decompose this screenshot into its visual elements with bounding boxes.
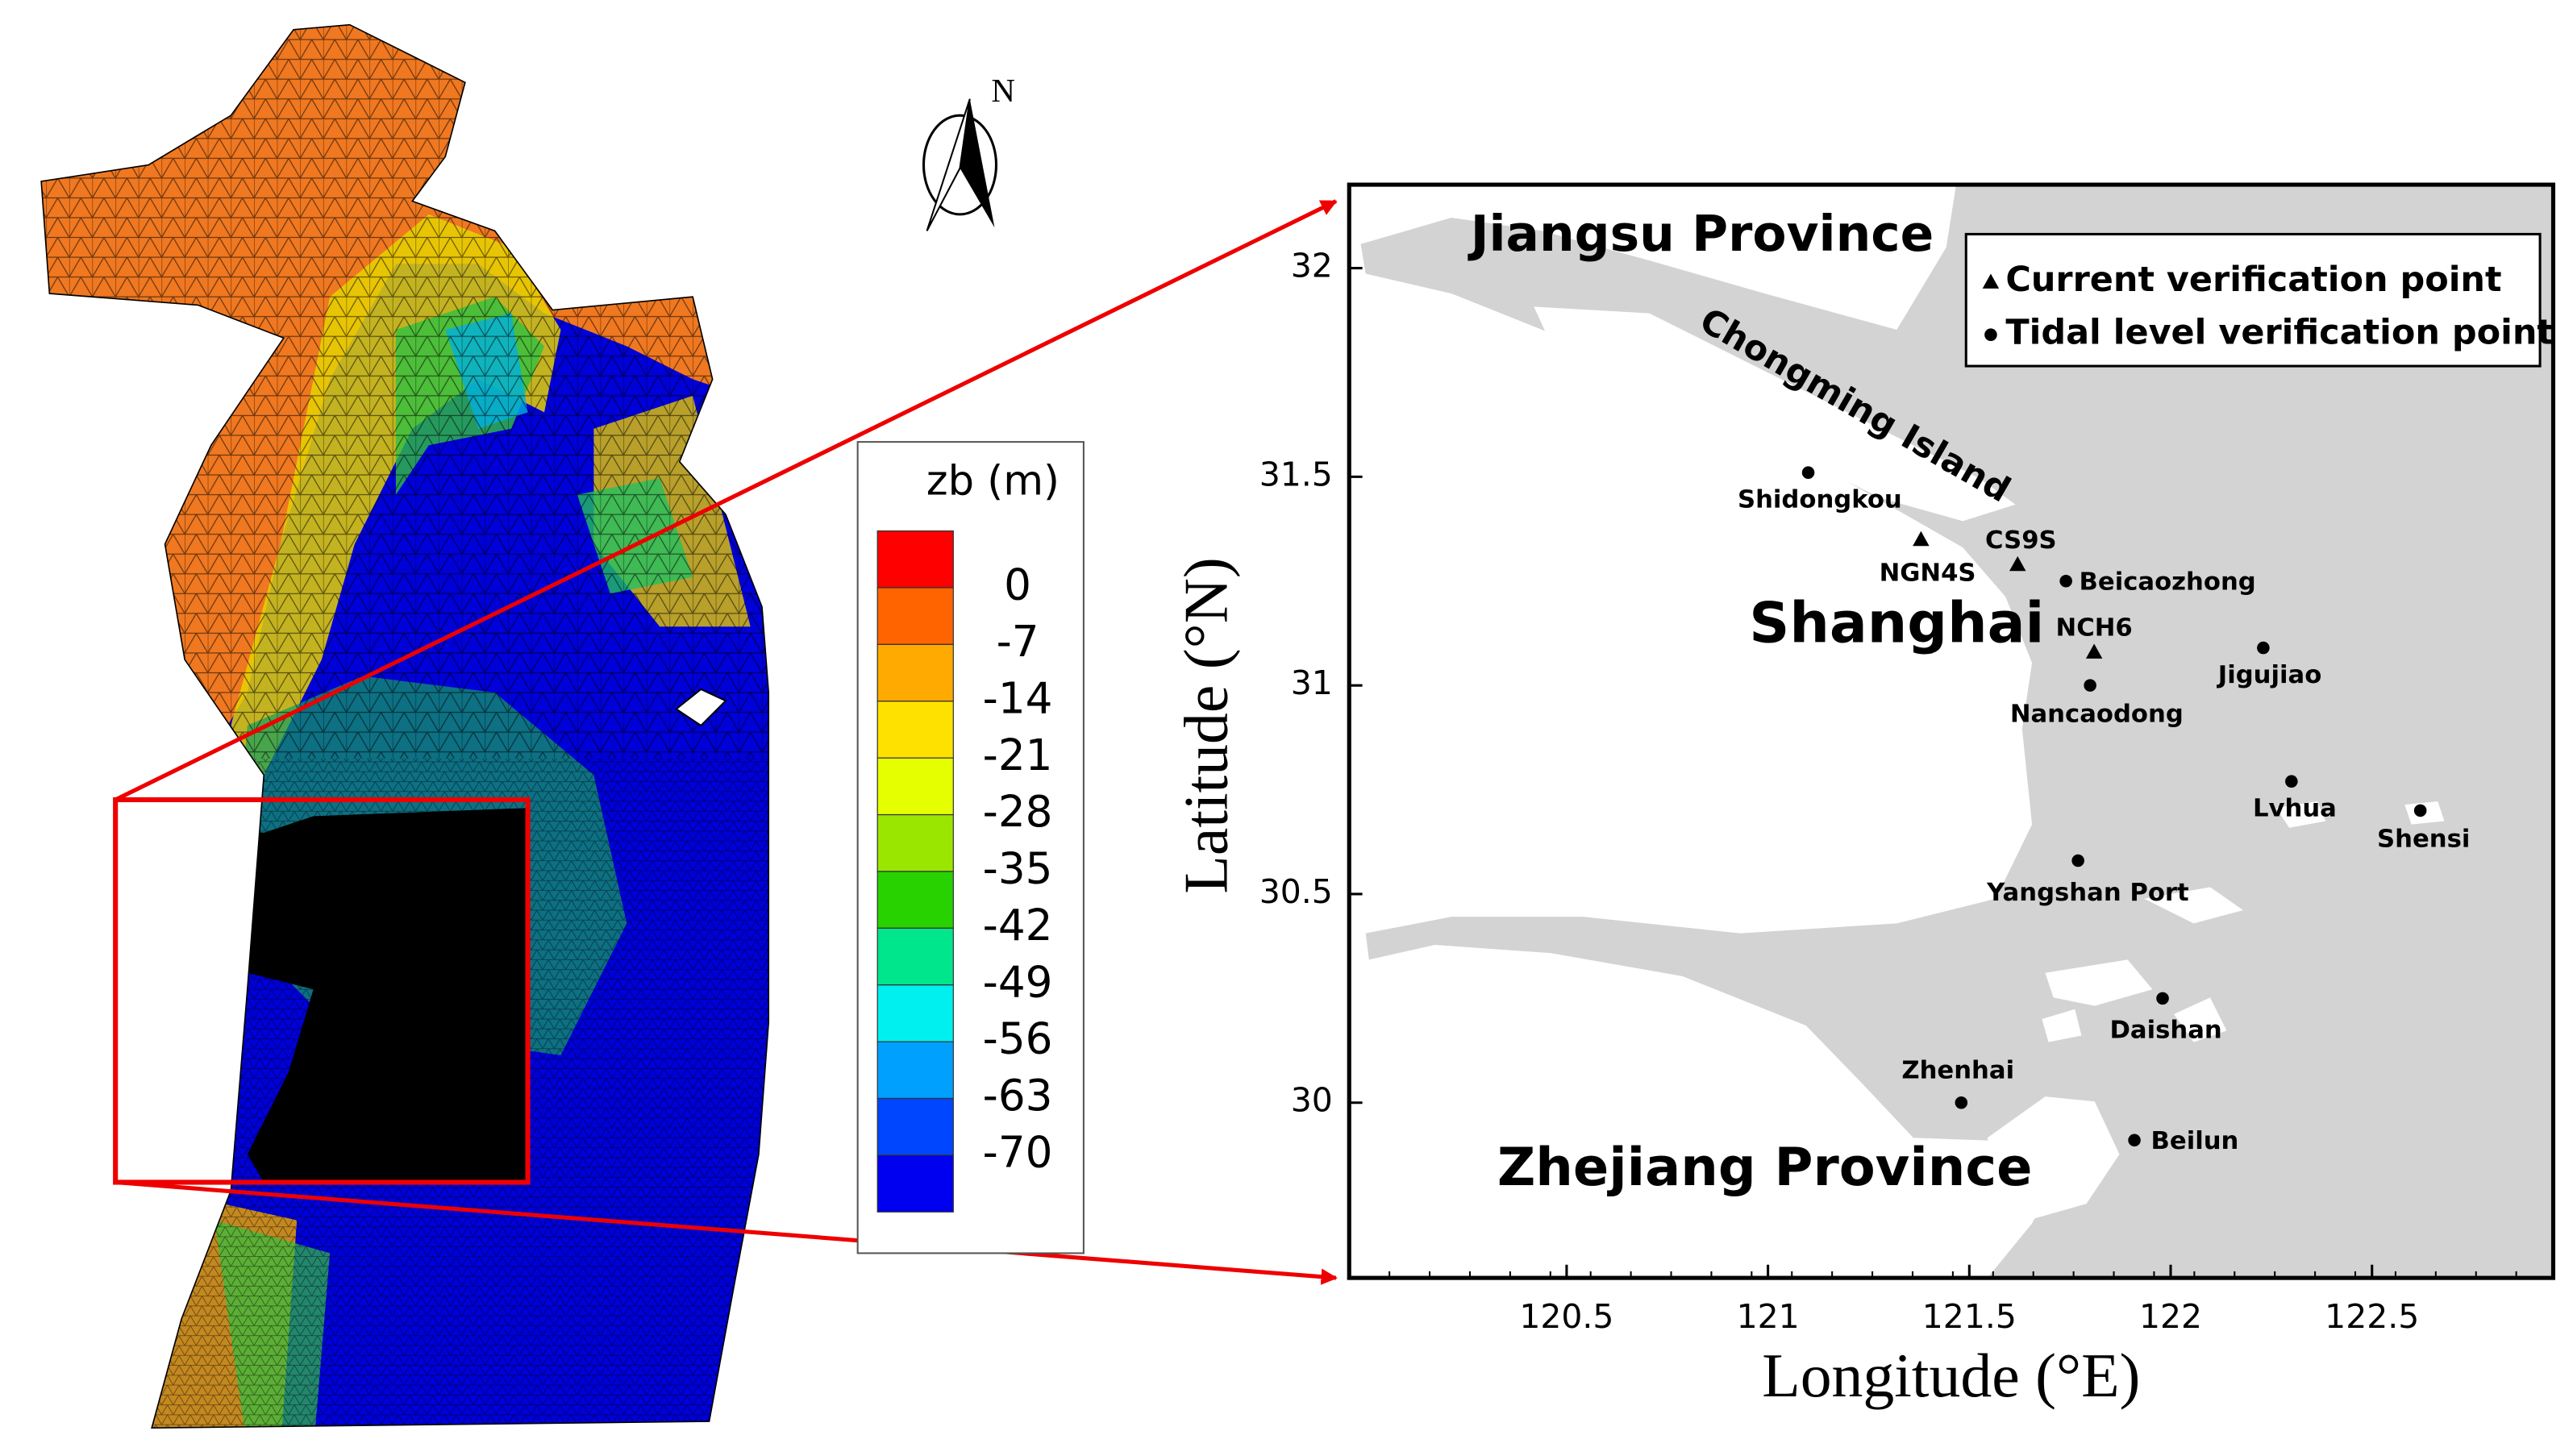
station-label: Jigujiao [2217,661,2322,689]
island [2045,959,2153,1006]
x-tick-label: 122 [2139,1297,2202,1336]
legend-box [1964,232,2542,368]
station-marker [2285,775,2298,788]
region-label: Zhejiang Province [1497,1137,2033,1198]
mesh-domain [41,24,769,1429]
station-label: Nancaodong [2010,700,2184,728]
x-tick-label: 122.5 [2325,1297,2419,1336]
station-label: CS9S [1985,526,2057,555]
domain-outline [40,23,770,1429]
station-marker [2257,641,2270,655]
station-marker [2413,804,2427,817]
x-tick-label: 121.5 [1922,1297,2017,1336]
region-label: Shanghai [1749,590,2044,655]
colorbar-label: -28 [983,787,1053,837]
colorbar-box [876,643,954,702]
island [1534,306,2016,522]
x-axis-label: Longitude (°E) [1762,1341,2140,1410]
station-label: Yangshan Port [1986,879,2189,907]
region-label: Jiangsu Province [1468,206,1934,263]
legend-label: Current verification point [2005,260,2501,300]
colorbar-box [876,927,954,986]
island [2042,1009,2082,1042]
y-tick-label: 30 [1291,1081,1333,1120]
station-marker [1913,530,1930,547]
station-label: Shensi [2377,826,2470,854]
x-tick-label: 120.5 [1519,1297,1613,1336]
colorbar-box [876,530,954,589]
zoom-box [113,797,531,1185]
colorbar-label: -14 [983,673,1053,723]
station-label: NGN4S [1880,559,1976,587]
colorbar-label: -21 [983,730,1053,780]
colorbar-label: -7 [997,617,1039,667]
colorbar-box [876,1041,954,1100]
station-marker [2085,643,2103,659]
y-tick-label: 31 [1291,664,1333,702]
legend-label: Tidal level verification point [2005,313,2554,353]
island [2275,801,2326,828]
colorbar-box [876,701,954,759]
station-marker [2071,854,2084,867]
water [1360,185,2554,1279]
map-frame [1347,182,2556,1280]
station-marker [2128,1134,2141,1147]
colorbar-label: -42 [983,901,1053,951]
colorbar-label: 0 [1004,560,1031,610]
y-tick-label: 32 [1291,247,1333,285]
colorbar-box [876,587,954,645]
island [2144,887,2243,924]
north-label: N [991,73,1015,109]
station-marker [1955,1096,1968,1109]
legend-marker [1984,328,1997,341]
island [2173,997,2227,1042]
station-marker [2059,574,2072,588]
station-label: Daishan [2109,1017,2221,1045]
y-axis-label: Latitude (°N) [1171,557,1240,893]
colorbar-box [876,813,954,872]
station-label: Shidongkou [1738,485,1902,514]
station-label: Beicaozhong [2080,568,2256,596]
station-label: Lvhua [2253,794,2337,822]
colorbar: 0 -7 -14 -21 -28 -35 -42 -49 -56 -63 -70 [876,530,1053,1213]
colorbar-box [876,757,954,816]
station-label: NCH6 [2056,614,2133,643]
colorbar-box [876,1097,954,1156]
zoom-connector [114,1179,1338,1285]
station-label: Zhenhai [1901,1056,2014,1084]
y-tick-label: 31.5 [1259,455,1333,493]
island [1987,1096,2120,1221]
x-tick-label: 121 [1737,1297,1800,1336]
location-map: Longitude (°E) Latitude (°N) 120.5 121 121… [1171,182,2556,1410]
colorbar-label: -49 [983,957,1053,1007]
colorbar-box [876,984,954,1042]
colorbar-label: -70 [983,1128,1053,1178]
y-tick-label: 30.5 [1259,872,1333,911]
legend-marker [1982,273,2000,289]
colorbar-label: -63 [983,1071,1053,1121]
colorbar-box [876,871,954,929]
north-arrow: N [922,73,1015,231]
station-marker [2084,679,2096,692]
colorbar-box [876,1154,954,1213]
station-label: Beilun [2151,1127,2239,1155]
station-marker [2156,992,2169,1005]
zoom-connector [114,199,1338,802]
colorbar-title: zb (m) [926,457,1060,505]
station-marker [1801,466,1815,479]
colorbar-label: -35 [983,844,1053,894]
colorbar-label: -56 [983,1014,1053,1064]
station-marker [2009,555,2026,572]
